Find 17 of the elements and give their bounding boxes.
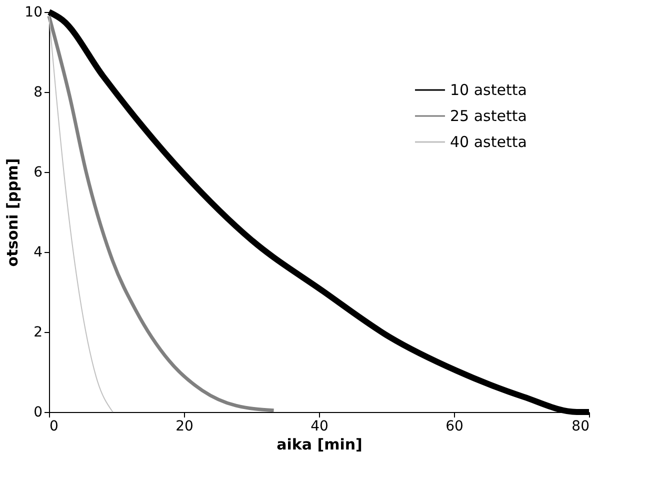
y-tick-label: 8: [34, 84, 42, 100]
x-tick-label: 0: [50, 418, 58, 434]
x-tick-label: 60: [446, 418, 464, 434]
line-series: [48, 16, 114, 412]
y-tick-label: 10: [24, 4, 42, 20]
y-tick-label: 4: [34, 244, 43, 260]
y-tick-label: 6: [34, 164, 43, 180]
y-tick-label: 0: [34, 404, 42, 420]
legend-label: 25 astetta: [450, 107, 527, 125]
legend-label: 40 astetta: [450, 133, 527, 151]
x-tick-label: 20: [176, 418, 194, 434]
y-tick-label: 2: [34, 324, 42, 340]
x-tick-label: 40: [310, 418, 328, 434]
x-tick-label: 80: [572, 418, 590, 434]
y-axis-title: otsoni [ppm]: [4, 158, 22, 267]
legend-label: 10 astetta: [450, 81, 527, 99]
x-axis-title: aika [min]: [276, 436, 362, 454]
